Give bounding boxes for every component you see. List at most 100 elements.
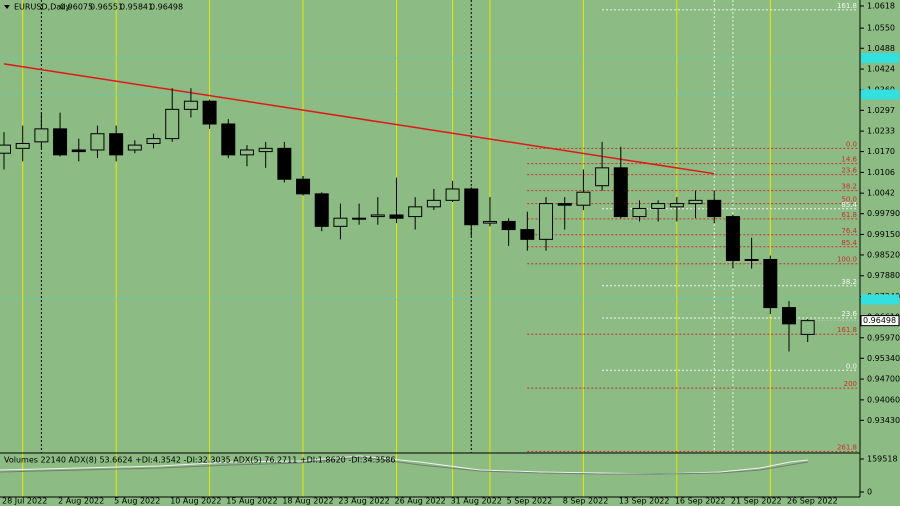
candle-body	[90, 133, 105, 151]
y-tick-label: 1.0488	[867, 44, 895, 53]
adx-line	[0, 455, 809, 475]
candle-body	[782, 307, 796, 325]
candle-body	[557, 203, 572, 206]
candle-body	[277, 147, 292, 180]
candle-body	[127, 144, 142, 151]
fib-label: 61.8	[841, 211, 857, 219]
fib-label: 0.0	[846, 362, 857, 370]
fib-label: 161.8	[837, 2, 857, 10]
candle-body	[763, 258, 778, 309]
fib-label: 85.4	[841, 239, 857, 247]
candle-body	[0, 144, 11, 154]
y-tick-label: 0.99150	[867, 230, 900, 239]
candle-body	[71, 149, 86, 153]
fib-label: 85.4	[841, 201, 857, 209]
candle-body	[165, 108, 180, 140]
candle-body	[725, 216, 740, 261]
candle-body	[221, 123, 236, 156]
fib-label: 200	[844, 380, 857, 388]
fib-label: 100.0	[837, 256, 857, 264]
candle-body	[426, 199, 441, 208]
candle-body	[744, 258, 759, 261]
candle-body	[464, 188, 479, 226]
candle-body	[707, 199, 722, 218]
x-tick-label: 16 Sep 2022	[675, 497, 726, 506]
header-high: 0.96551	[90, 3, 123, 12]
x-tick-label: 23 Aug 2022	[338, 497, 389, 506]
last-price-box	[860, 315, 900, 327]
candle-body	[482, 220, 497, 224]
header-open: 0.96075	[60, 3, 93, 12]
fib-label: 0.0	[846, 140, 857, 148]
y-tick-label: 1.0424	[867, 65, 895, 74]
x-tick-label: 31 Aug 2022	[451, 497, 502, 506]
candle-body	[53, 128, 68, 156]
menu-arrow[interactable]	[4, 5, 10, 9]
candle-body	[520, 229, 535, 240]
candle-body	[314, 193, 329, 227]
y-tick-label: 1.0170	[867, 147, 895, 156]
y-tick-label: 0.99790	[867, 209, 900, 218]
candle-body	[183, 100, 198, 110]
y-tick-label: 1.0550	[867, 24, 895, 33]
header-close: 0.96498	[150, 3, 183, 12]
candle-body	[258, 147, 273, 153]
x-tick-label: 26 Aug 2022	[395, 497, 446, 506]
candle-body	[445, 188, 460, 201]
x-tick-label: 10 Aug 2022	[170, 497, 221, 506]
candle-body	[146, 138, 161, 144]
fib-label: 23.6	[841, 167, 857, 175]
candle-body	[688, 199, 703, 205]
candle-body	[800, 320, 815, 335]
x-tick-label: 8 Sep 2022	[563, 497, 609, 506]
level-marker	[861, 294, 899, 305]
candle-body	[613, 167, 628, 218]
x-tick-label: 28 Jul 2022	[2, 497, 47, 506]
fib-label: 38.2	[841, 183, 857, 191]
plot-area: 0.0 14.6 23.6 38.2 50.0 61.8 76.4 85.4 100.0 161.…	[0, 0, 860, 497]
x-tick-label: 5 Sep 2022	[507, 497, 553, 506]
y-tick-label: 0.94060	[867, 395, 900, 404]
last-price-label: 0.96498	[863, 316, 896, 325]
y-tick-label: 1.0233	[867, 127, 895, 136]
fib-label: 76.4	[841, 227, 857, 235]
level-marker	[861, 89, 899, 100]
y-tick-label: 0.97880	[867, 271, 900, 280]
candle-body	[651, 203, 666, 209]
adx-line	[0, 456, 809, 475]
fib-label: 23.6	[841, 310, 857, 318]
candle-body	[202, 100, 217, 125]
candle-body	[352, 217, 367, 220]
volume-tick-label: 159518	[867, 455, 898, 464]
chart-title: EURUSD,Daily	[14, 3, 71, 12]
candle-body	[576, 191, 591, 206]
candle-body	[389, 214, 404, 219]
candle-body	[34, 128, 49, 143]
y-tick-label: 0.98520	[867, 250, 900, 259]
x-tick-label: 21 Sep 2022	[731, 497, 782, 506]
candle-body	[333, 217, 348, 227]
candle-body	[632, 207, 647, 218]
fib-label: 38.2	[841, 278, 857, 286]
fib-label: 261.8	[837, 444, 857, 452]
fib-label: 50.0	[841, 196, 857, 204]
x-tick-label: 26 Sep 2022	[787, 497, 838, 506]
y-tick-label: 0.94700	[867, 375, 900, 384]
x-tick-label: 15 Aug 2022	[226, 497, 277, 506]
candle-body	[539, 203, 554, 240]
indicator-title: Volumes 22140 ADX(8) 53.6624 +DI:4.3542 …	[4, 456, 396, 465]
level-marker	[861, 53, 899, 64]
candle-body	[109, 133, 124, 156]
fib-label: 14.6	[841, 156, 857, 164]
candle-body	[370, 214, 385, 218]
volume-tick-label: 0	[867, 488, 872, 497]
candle-body	[501, 220, 516, 231]
candle-body	[669, 203, 684, 208]
candle-body	[595, 167, 610, 187]
y-tick-label: 1.0042	[867, 189, 895, 198]
y-tick-label: 1.0297	[867, 106, 895, 115]
fib-label: 161.8	[837, 326, 857, 334]
y-tick-label: 1.0106	[867, 168, 895, 177]
